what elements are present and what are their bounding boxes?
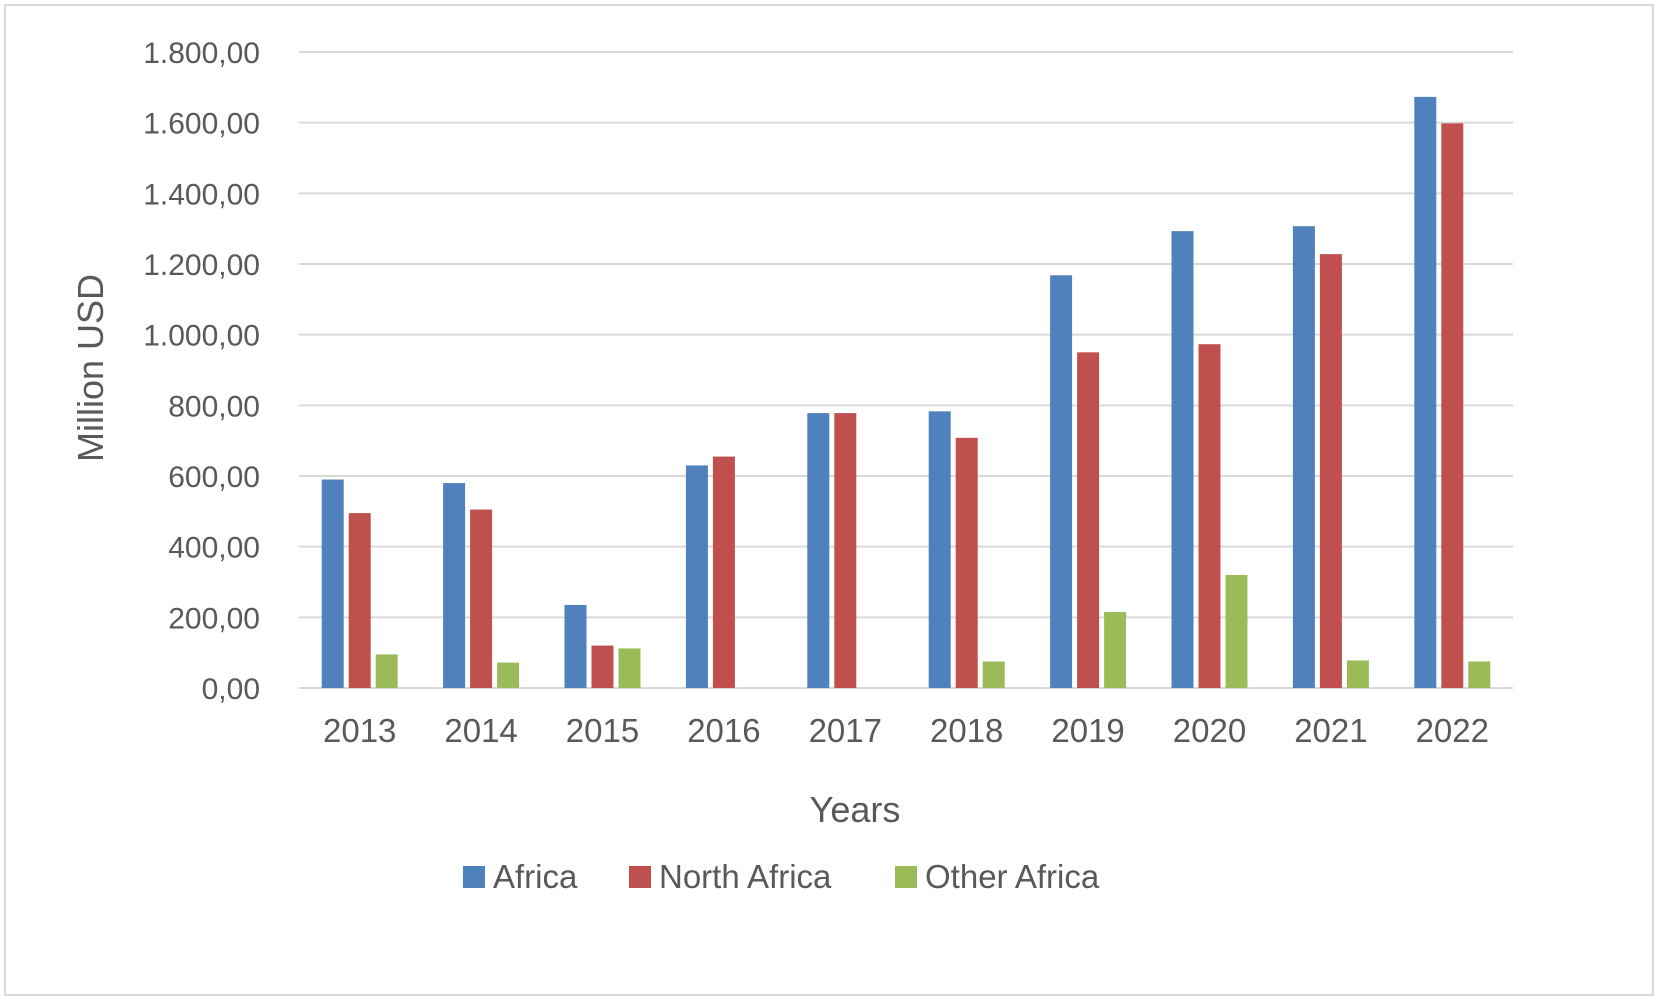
y-tick-label: 800,00 <box>168 390 260 423</box>
bars <box>321 96 1491 688</box>
y-tick-label: 1.200,00 <box>143 249 260 282</box>
legend-swatch-africa <box>463 866 485 888</box>
bar-north-africa-2015 <box>591 645 614 688</box>
x-tick-label: 2017 <box>809 712 882 749</box>
bar-africa-2014 <box>443 483 466 688</box>
x-tick-label: 2014 <box>444 712 517 749</box>
y-axis-title: Million USD <box>70 274 111 462</box>
y-tick-label: 1.600,00 <box>143 108 260 141</box>
x-tick-label: 2019 <box>1051 712 1124 749</box>
bar-other-africa-2019 <box>1104 612 1127 688</box>
bar-other-africa-2022 <box>1468 661 1491 688</box>
legend-swatch-other-africa <box>895 866 917 888</box>
x-axis-title: Years <box>810 789 901 830</box>
x-axis-ticks: 2013 2014 2015 2016 2017 2018 2019 2020 2021 2022 <box>323 712 1489 749</box>
x-tick-label: 2015 <box>566 712 639 749</box>
bar-north-africa-2018 <box>955 437 978 688</box>
bar-other-africa-2018 <box>982 661 1005 688</box>
legend-label: Other Africa <box>925 858 1100 895</box>
bar-north-africa-2014 <box>470 509 493 688</box>
bar-north-africa-2022 <box>1441 123 1464 688</box>
bar-north-africa-2016 <box>712 456 735 688</box>
bar-other-africa-2014 <box>497 662 520 688</box>
bar-other-africa-2015 <box>618 648 641 688</box>
bar-africa-2021 <box>1292 226 1315 688</box>
bar-north-africa-2017 <box>834 413 857 688</box>
bar-africa-2015 <box>564 604 587 688</box>
x-tick-label: 2020 <box>1173 712 1246 749</box>
bar-north-africa-2020 <box>1198 344 1221 688</box>
bar-north-africa-2021 <box>1319 254 1342 688</box>
bar-africa-2013 <box>321 479 344 688</box>
bar-north-africa-2019 <box>1077 352 1100 688</box>
legend: Africa North Africa Other Africa <box>463 858 1100 895</box>
y-tick-label: 600,00 <box>168 461 260 494</box>
y-axis-ticks: 0,00 200,00 400,00 600,00 800,00 1.000,00 1.20… <box>143 37 260 706</box>
bar-other-africa-2020 <box>1225 574 1248 688</box>
y-tick-label: 400,00 <box>168 532 260 565</box>
x-tick-label: 2013 <box>323 712 396 749</box>
y-tick-label: 200,00 <box>168 602 260 635</box>
y-tick-label: 0,00 <box>202 673 260 706</box>
bar-north-africa-2013 <box>348 513 371 688</box>
bar-africa-2016 <box>685 465 708 688</box>
bar-africa-2017 <box>807 413 830 688</box>
y-tick-label: 1.000,00 <box>143 320 260 353</box>
bar-africa-2019 <box>1050 275 1073 688</box>
bar-africa-2020 <box>1171 231 1194 688</box>
y-tick-label: 1.400,00 <box>143 178 260 211</box>
bar-other-africa-2021 <box>1346 660 1369 688</box>
bar-africa-2018 <box>928 411 951 688</box>
legend-label: North Africa <box>659 858 832 895</box>
bar-africa-2022 <box>1414 96 1437 688</box>
x-tick-label: 2021 <box>1294 712 1367 749</box>
x-tick-label: 2018 <box>930 712 1003 749</box>
legend-label: Africa <box>493 858 578 895</box>
bar-other-africa-2013 <box>375 654 398 688</box>
x-tick-label: 2016 <box>687 712 760 749</box>
y-tick-label: 1.800,00 <box>143 37 260 70</box>
legend-swatch-north-africa <box>629 866 651 888</box>
x-tick-label: 2022 <box>1416 712 1489 749</box>
